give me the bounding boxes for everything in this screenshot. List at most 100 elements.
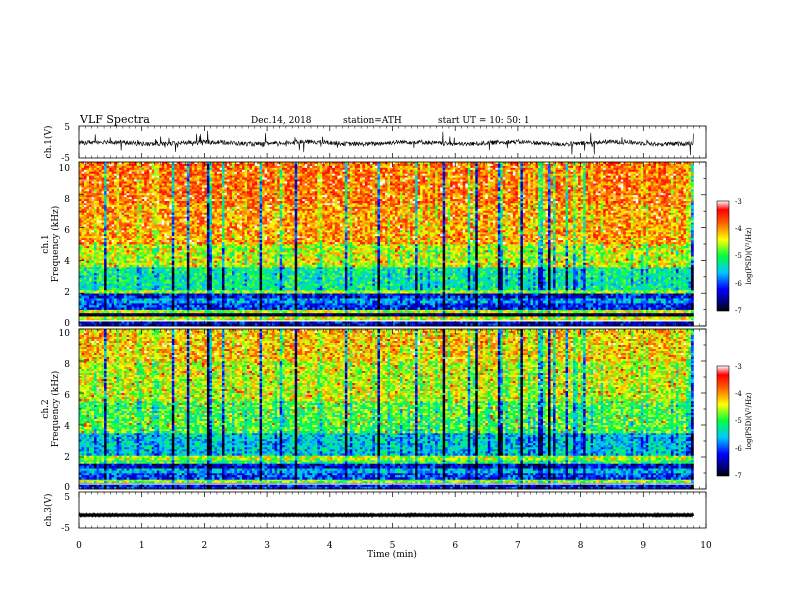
spectrogram-cell xyxy=(598,315,601,317)
ch1-spectrogram-band xyxy=(79,305,694,307)
spectrogram-cell xyxy=(99,311,102,313)
figure-title: VLF Spectra xyxy=(79,113,150,126)
ch1-spectrogram-panel: 0 2 4 6 8 10 ch.1 Frequency (kHz) xyxy=(41,162,706,329)
spectrogram-cell xyxy=(633,307,636,309)
spectrogram-cell xyxy=(408,311,411,313)
spectrogram-cell xyxy=(503,301,506,304)
spectrogram-cell xyxy=(415,311,418,313)
spectrogram-cell xyxy=(212,316,215,319)
ch1-spectrogram-image xyxy=(79,162,694,326)
spectrogram-cell xyxy=(405,321,408,324)
spectrogram-cell xyxy=(179,301,182,304)
spectrogram-cell xyxy=(162,301,165,304)
spectrogram-cell xyxy=(423,303,426,305)
spectrogram-cell xyxy=(601,321,604,324)
spectrogram-cell xyxy=(189,315,192,317)
spectrogram-cell xyxy=(327,305,330,307)
spectrogram-cell xyxy=(342,293,345,296)
spectrogram-cell xyxy=(119,316,122,319)
spectrogram-cell xyxy=(413,301,416,304)
spectrogram-cell xyxy=(305,307,308,309)
spectrogram-cell xyxy=(307,296,310,299)
spectrogram-cell xyxy=(438,305,441,307)
spectrogram-cell xyxy=(398,315,401,317)
spectrogram-cell xyxy=(423,298,426,301)
spectrogram-cell xyxy=(260,307,263,309)
spectrogram-cell xyxy=(636,305,639,307)
spectrogram-cell xyxy=(593,315,596,317)
spectrogram-cell xyxy=(97,311,100,313)
spectrogram-cell xyxy=(302,293,305,296)
spectrogram-cell xyxy=(638,315,641,317)
spectrogram-cell xyxy=(608,305,611,307)
spectrogram-cell xyxy=(169,303,172,305)
spectrogram-cell xyxy=(207,321,210,324)
spectrogram-cell xyxy=(300,311,303,313)
spectrogram-cell xyxy=(666,296,669,299)
spectrogram-cell xyxy=(561,307,564,309)
spectrogram-cell xyxy=(520,298,523,301)
spectrogram-cell xyxy=(174,303,177,305)
spectrogram-cell xyxy=(229,305,232,307)
spectrogram-cell xyxy=(568,296,571,299)
spectrogram-cell xyxy=(84,303,87,305)
spectrogram-cell xyxy=(370,307,373,309)
spectrogram-cell xyxy=(310,311,313,313)
spectrogram-cell xyxy=(99,315,102,317)
spectrogram-cell xyxy=(545,311,548,313)
spectrogram-cell xyxy=(591,305,594,307)
spectrogram-cell xyxy=(87,316,90,319)
spectrogram-cell xyxy=(643,298,646,301)
spectrogram-cell xyxy=(350,303,353,305)
spectrogram-cell xyxy=(651,321,654,324)
spectrogram-cell xyxy=(132,321,135,324)
spectrogram-cell xyxy=(661,305,664,307)
spectrogram-cell xyxy=(174,298,177,301)
spectrogram-cell xyxy=(285,296,288,299)
spectrogram-cell xyxy=(227,316,230,319)
spectrogram-cell xyxy=(641,303,644,305)
spectrogram-cell xyxy=(310,315,313,317)
spectrogram-cell xyxy=(302,316,305,319)
spectrogram-cell xyxy=(377,307,380,309)
spectrogram-cell xyxy=(400,315,403,317)
spectrogram-cell xyxy=(566,298,569,301)
spectrogram-cell xyxy=(628,293,631,296)
spectrogram-cell xyxy=(453,301,456,304)
spectrogram-cell xyxy=(122,301,125,304)
spectrogram-cell xyxy=(82,311,85,313)
spectrogram-cell xyxy=(92,303,95,305)
spectrogram-cell xyxy=(387,293,390,296)
spectrogram-cell xyxy=(470,307,473,309)
spectrogram-cell xyxy=(455,321,458,324)
spectrogram-cell xyxy=(641,293,644,296)
spectrogram-cell xyxy=(277,296,280,299)
spectrogram-cell xyxy=(473,321,476,324)
spectrogram-cell xyxy=(485,316,488,319)
spectrogram-cell xyxy=(164,316,167,319)
spectrogram-cell xyxy=(87,296,90,299)
spectrogram-cell xyxy=(626,307,629,309)
spectrogram-cell xyxy=(468,316,471,319)
spectrogram-cell xyxy=(194,298,197,301)
spectrogram-cell xyxy=(525,296,528,299)
spectrogram-cell xyxy=(608,301,611,304)
spectrogram-cell xyxy=(408,293,411,296)
spectrogram-cell xyxy=(618,303,621,305)
spectrogram-cell xyxy=(658,293,661,296)
spectrogram-cell xyxy=(194,311,197,313)
spectrogram-cell xyxy=(398,301,401,304)
spectrogram-cell xyxy=(573,307,576,309)
spectrogram-cell xyxy=(448,307,451,309)
spectrogram-cell xyxy=(663,305,666,307)
spectrogram-cell xyxy=(535,293,538,296)
spectrogram-cell xyxy=(666,321,669,324)
spectrogram-cell xyxy=(593,316,596,319)
spectrogram-cell xyxy=(458,298,461,301)
spectrogram-cell xyxy=(87,305,90,307)
spectrogram-cell xyxy=(656,301,659,304)
spectrogram-cell xyxy=(167,305,170,307)
spectrogram-cell xyxy=(566,311,569,313)
spectrogram-cell xyxy=(255,303,258,305)
spectrogram-cell xyxy=(561,296,564,299)
